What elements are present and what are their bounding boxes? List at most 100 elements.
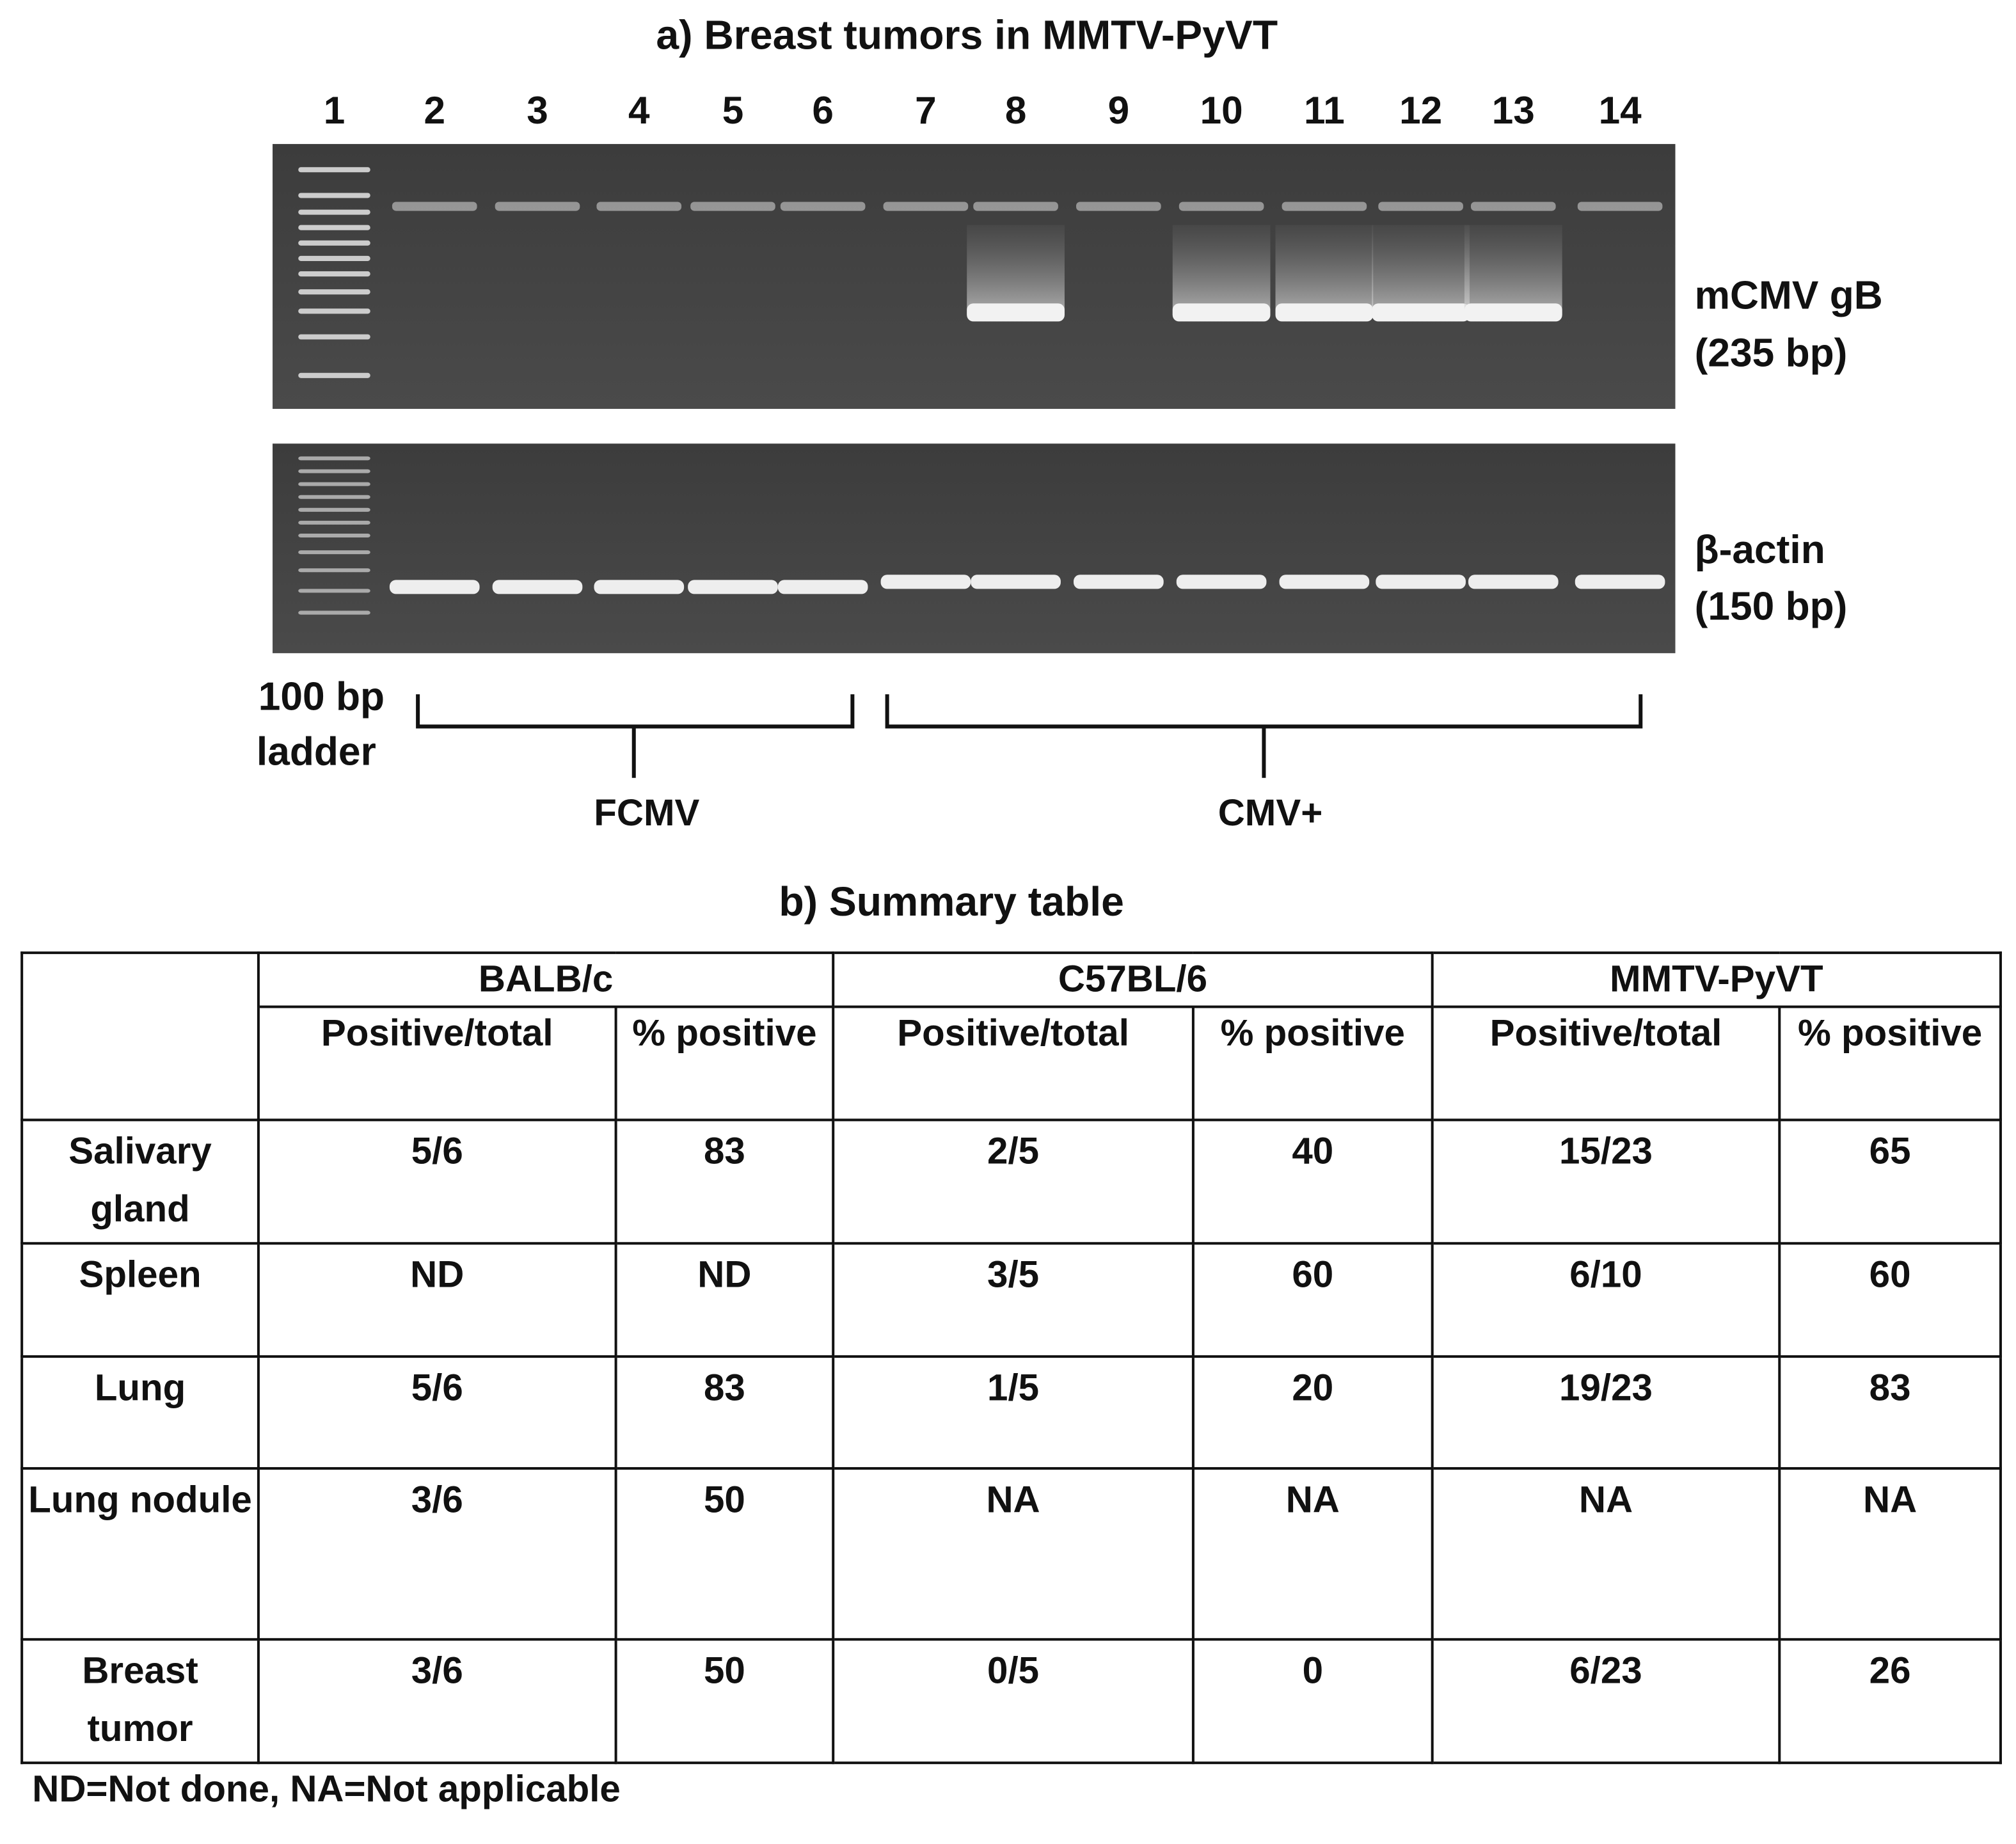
faint-band <box>973 202 1058 211</box>
smear <box>1275 225 1374 315</box>
actin-band <box>1279 575 1370 589</box>
ladder-band <box>298 372 370 378</box>
ladder-band <box>298 456 370 461</box>
table-row: Spleen ND ND 3/5 60 6/10 60 <box>20 1242 2002 1358</box>
row-header: Breast tumor <box>20 1638 260 1765</box>
ladder-band <box>298 589 370 593</box>
cell: 0/5 <box>832 1638 1195 1765</box>
strain-header: BALB/c <box>257 951 835 1008</box>
cell: NA <box>1431 1466 1781 1641</box>
actin-band <box>1376 575 1466 589</box>
ladder-band <box>298 520 370 525</box>
faint-band <box>1577 202 1663 211</box>
table-row: Lung 5/6 83 1/5 20 19/23 83 <box>20 1355 2002 1470</box>
lane-number: 2 <box>424 88 445 132</box>
table-row: Breast tumor 3/6 50 0/5 0 6/23 26 <box>20 1638 2002 1765</box>
pcr-band <box>1372 303 1470 322</box>
actin-band <box>1074 575 1164 589</box>
actin-band <box>971 575 1061 589</box>
lane-number: 4 <box>628 88 650 132</box>
faint-band <box>690 202 775 211</box>
smear <box>1172 225 1271 315</box>
table-row: Salivary gland 5/6 83 2/5 40 15/23 65 <box>20 1118 2002 1245</box>
row-header: Salivary gland <box>20 1118 260 1245</box>
lane-number: 7 <box>915 88 937 132</box>
actin-band <box>777 580 868 594</box>
cell: 6/10 <box>1431 1242 1781 1358</box>
cell: ND <box>257 1242 617 1358</box>
subheader: % positive <box>1191 1005 1434 1122</box>
table-row: Lung nodule 3/6 50 NA NA NA NA <box>20 1466 2002 1641</box>
cell: 83 <box>614 1355 835 1470</box>
cell: 40 <box>1191 1118 1434 1245</box>
ladder-band <box>298 550 370 555</box>
subheader: % positive <box>1778 1005 2002 1122</box>
lane-number: 6 <box>812 88 834 132</box>
smear <box>1372 225 1470 315</box>
ladder-band <box>298 507 370 512</box>
faint-band <box>1378 202 1463 211</box>
cell: 26 <box>1778 1638 2002 1765</box>
faint-band <box>780 202 866 211</box>
cell: 50 <box>614 1466 835 1641</box>
cell: NA <box>1191 1466 1434 1641</box>
gel-figure: a) Breast tumors in MMTV-PyVT mCMV gB (2… <box>257 12 1883 924</box>
actin-band <box>594 580 685 594</box>
group-label: CMV+ <box>1218 792 1323 834</box>
subheader: Positive/total <box>257 1005 617 1122</box>
bracket <box>885 694 1643 778</box>
cell: 0 <box>1191 1638 1434 1765</box>
strain-header: MMTV-PyVT <box>1431 951 2002 1008</box>
actin-band <box>1468 575 1559 589</box>
lane-number: 13 <box>1492 88 1535 132</box>
pcr-band <box>1275 303 1374 322</box>
pcr-band <box>1172 303 1271 322</box>
cell: 83 <box>1778 1355 2002 1470</box>
row-header: Lung <box>20 1355 260 1470</box>
ladder-band <box>298 271 370 277</box>
footnote: ND=Not done, NA=Not applicable <box>32 1769 621 1811</box>
ladder-band <box>298 334 370 340</box>
ladder-band <box>298 568 370 573</box>
cell: 60 <box>1191 1242 1434 1358</box>
lane-number: 11 <box>1304 88 1345 132</box>
actin-band <box>492 580 583 594</box>
ladder-band <box>298 469 370 473</box>
ladder-band <box>298 482 370 486</box>
faint-band <box>1470 202 1556 211</box>
strain-header: C57BL/6 <box>832 951 1434 1008</box>
bottom-label: (150 bp) <box>1695 585 1848 629</box>
faint-band <box>883 202 969 211</box>
cell: 50 <box>614 1638 835 1765</box>
ladder-band <box>298 193 370 198</box>
smear <box>1464 225 1562 315</box>
ladder-band <box>298 308 370 314</box>
pcr-band <box>967 303 1065 322</box>
faint-band <box>1179 202 1264 211</box>
cell: 60 <box>1778 1242 2002 1358</box>
summary-table: BALB/c C57BL/6 MMTV-PyVT Positive/total%… <box>20 951 2002 1765</box>
faint-band <box>1282 202 1367 211</box>
cell: 3/5 <box>832 1242 1195 1358</box>
empty-cell <box>20 1006 260 1122</box>
empty-cell <box>20 951 260 1007</box>
smear <box>967 225 1065 315</box>
pcr-band <box>1464 303 1562 322</box>
actin-band <box>688 580 778 594</box>
cell: NA <box>832 1466 1195 1641</box>
cell: 3/6 <box>257 1638 617 1765</box>
ladder-band <box>298 225 370 230</box>
faint-band <box>392 202 477 211</box>
cell: ND <box>614 1242 835 1358</box>
ladder-label: 100 bp <box>258 674 385 719</box>
subheader: Positive/total <box>1431 1005 1781 1122</box>
cell: 6/23 <box>1431 1638 1781 1765</box>
lane-number: 14 <box>1599 88 1642 132</box>
ladder-band <box>298 167 370 173</box>
cell: NA <box>1778 1466 2002 1641</box>
group-label: FCMV <box>594 792 699 834</box>
actin-band <box>1575 575 1665 589</box>
faint-band <box>495 202 580 211</box>
lane-number: 1 <box>324 88 345 132</box>
cell: 19/23 <box>1431 1355 1781 1470</box>
